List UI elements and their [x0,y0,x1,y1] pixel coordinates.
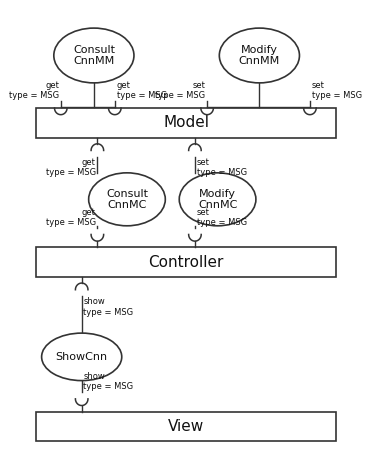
Text: set
type = MSG: set type = MSG [197,158,247,177]
Bar [36,247,336,277]
Ellipse shape [42,333,122,381]
Ellipse shape [219,28,299,83]
Text: show
type = MSG: show type = MSG [83,372,134,391]
Text: set
type = MSG: set type = MSG [312,81,362,100]
Text: get
type = MSG: get type = MSG [116,81,167,100]
Text: Modify
CnnMM: Modify CnnMM [239,45,280,66]
Text: get
type = MSG: get type = MSG [9,81,59,100]
Text: show
type = MSG: show type = MSG [83,297,134,316]
Ellipse shape [179,173,256,226]
Text: get
type = MSG: get type = MSG [46,207,96,227]
Text: set
type = MSG: set type = MSG [155,81,206,100]
Text: Modify
CnnMC: Modify CnnMC [198,189,237,210]
Ellipse shape [54,28,134,83]
Text: Consult
CnnMM: Consult CnnMM [73,45,115,66]
Text: ShowCnn: ShowCnn [56,352,108,362]
Text: set
type = MSG: set type = MSG [197,207,247,227]
Text: Model: Model [163,115,209,131]
Text: Consult
CnnMC: Consult CnnMC [106,189,148,210]
Bar [36,412,336,442]
Text: get
type = MSG: get type = MSG [46,158,96,177]
Ellipse shape [89,173,165,226]
Text: View: View [168,419,204,434]
Bar [36,108,336,138]
Text: Controller: Controller [148,255,224,270]
